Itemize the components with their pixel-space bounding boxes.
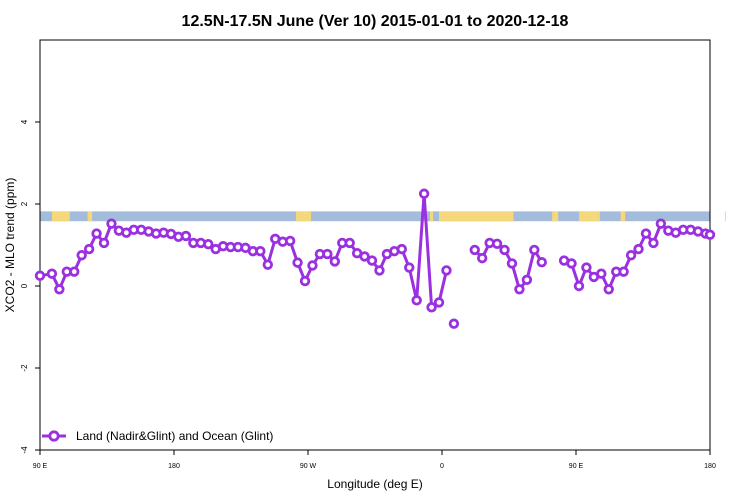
data-point [566, 258, 577, 269]
data-point [91, 228, 102, 239]
legend-label: Land (Nadir&Glint) and Ocean (Glint) [76, 429, 273, 443]
data-point [529, 244, 540, 256]
data-point [180, 230, 192, 242]
data-point [329, 256, 340, 267]
data-point [633, 243, 644, 255]
land-ocean-strip [40, 211, 726, 222]
legend-marker [48, 430, 60, 442]
land-patch-2 [296, 211, 311, 222]
data-point [83, 243, 95, 255]
land-patch-6 [578, 211, 600, 222]
data-point [106, 218, 117, 229]
legend: Land (Nadir&Glint) and Ocean (Glint) [42, 429, 273, 443]
data-point [344, 237, 355, 249]
data-point [581, 262, 592, 273]
data-point [284, 235, 296, 247]
x-tick-label: 90 E [569, 463, 584, 470]
land-patch-8 [724, 211, 726, 222]
land-patch-0 [51, 211, 70, 222]
data-point [441, 265, 452, 276]
data-point [255, 245, 266, 257]
data-point [704, 229, 716, 240]
data-point [262, 259, 273, 270]
y-tick-label: 0 [20, 283, 29, 288]
data-point [648, 237, 659, 249]
data-point [98, 237, 110, 249]
data-point [374, 265, 385, 276]
y-tick-label: -2 [20, 364, 29, 372]
data-point [307, 260, 318, 271]
y-tick-label: 4 [20, 119, 29, 124]
ocean-band [40, 211, 710, 222]
x-tick-label: 180 [168, 463, 180, 470]
x-tick-label: 90 W [300, 463, 317, 470]
land-patch-4 [439, 211, 514, 222]
land-patch-5 [552, 211, 559, 222]
data-point [573, 280, 585, 292]
data-point [596, 268, 607, 279]
data-point [46, 268, 58, 279]
data-point [536, 257, 547, 268]
data-point [292, 257, 303, 268]
series-line-segment-2 [473, 241, 544, 291]
data-point [499, 244, 510, 256]
data-point [322, 248, 333, 260]
data-point [396, 243, 407, 255]
series-land-ocean [34, 188, 716, 329]
data-point [448, 318, 460, 329]
land-patch-1 [87, 211, 93, 222]
data-point [411, 295, 422, 306]
plot-frame [39, 39, 711, 451]
data-point [521, 274, 533, 286]
data-point [477, 252, 488, 264]
y-tick-label: -4 [20, 446, 29, 454]
data-point [69, 266, 80, 277]
data-point [514, 284, 525, 295]
data-point [655, 218, 667, 229]
chart-title: 12.5N-17.5N June (Ver 10) 2015-01-01 to … [182, 13, 569, 30]
y-axis: -4 -2 0 2 4 [20, 119, 40, 454]
land-patch-3 [430, 211, 434, 222]
y-tick-label: 2 [20, 201, 29, 206]
data-point [359, 251, 370, 262]
data-point [618, 266, 629, 277]
x-axis-title: Longitude (deg E) [327, 477, 422, 491]
y-axis-title: XCO2 - MLO trend (ppm) [3, 178, 17, 313]
data-point [433, 297, 445, 308]
data-point [469, 244, 480, 256]
data-point [506, 258, 518, 269]
data-point [426, 302, 437, 313]
data-point [366, 255, 378, 266]
data-point [418, 188, 430, 199]
data-point [603, 284, 614, 295]
data-point [76, 250, 87, 261]
land-patch-7 [620, 211, 626, 222]
x-axis: 90 E 180 90 W 0 90 E 180 [33, 450, 716, 470]
x-tick-label: 90 E [33, 463, 48, 470]
data-point [299, 275, 311, 287]
x-tick-label: 0 [440, 463, 444, 470]
data-point [203, 238, 214, 250]
data-point [625, 250, 637, 261]
data-point [54, 284, 65, 295]
data-point [640, 228, 652, 239]
data-point [404, 262, 415, 273]
data-point [34, 270, 46, 281]
x-tick-label: 180 [704, 463, 716, 470]
data-point [491, 238, 503, 249]
